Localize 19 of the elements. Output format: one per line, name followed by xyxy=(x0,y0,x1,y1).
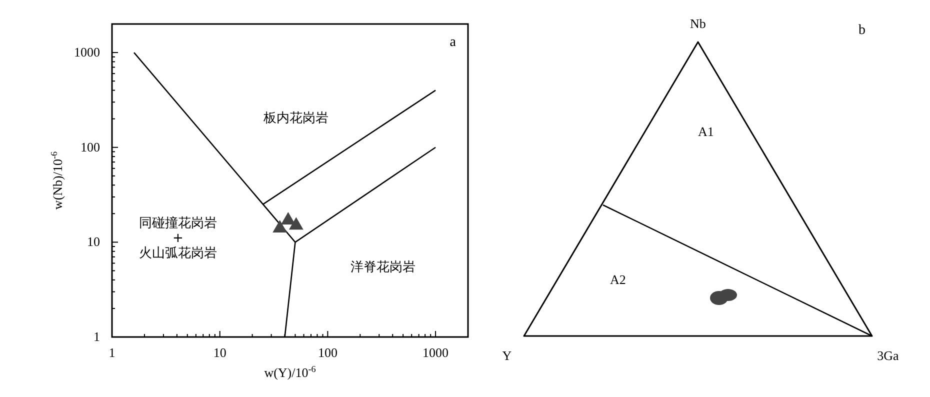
text: b xyxy=(858,23,866,38)
annotation: 洋脊花岗岩 xyxy=(350,260,416,275)
text: A2 xyxy=(610,272,626,287)
x-axis-title: w(Y)/10$^{-6}$ xyxy=(264,364,316,380)
text: A1 xyxy=(698,124,714,139)
text: Nb xyxy=(690,16,706,31)
y-tick-label: 100 xyxy=(80,139,100,154)
annotation: 同碰撞花岗岩 + 火山弧花岗岩 xyxy=(139,216,217,261)
text: 3Ga xyxy=(877,348,900,363)
x-tick-label: 10 xyxy=(213,345,226,360)
y-tick-label: 10 xyxy=(87,234,100,250)
y-tick-label: 1 xyxy=(94,329,100,344)
y-tick-label: 1000 xyxy=(74,44,100,60)
annotation: 板内花岗岩 xyxy=(262,111,328,126)
annotation: a xyxy=(450,35,457,50)
x-tick-label: 1000 xyxy=(422,345,449,360)
x-tick-label: 1 xyxy=(108,345,116,360)
text: Y xyxy=(502,348,512,363)
x-tick-label: 100 xyxy=(318,345,338,360)
